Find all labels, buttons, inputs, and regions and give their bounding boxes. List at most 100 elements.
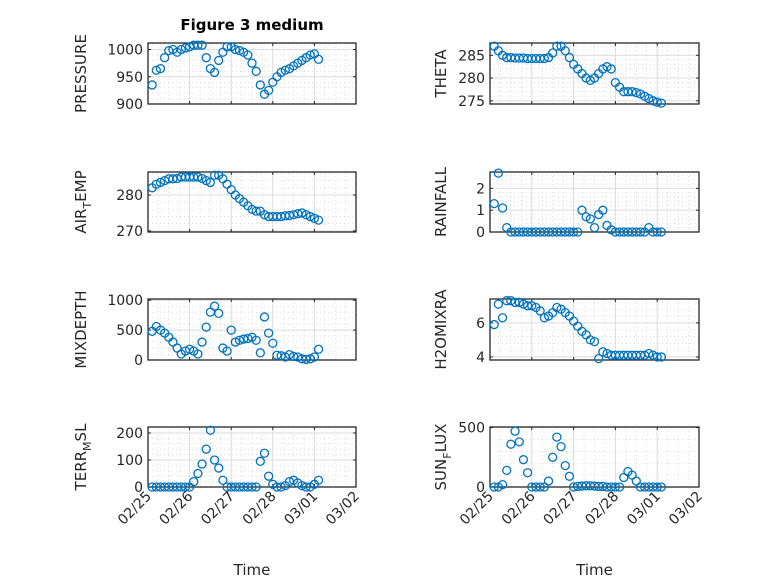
data-point [497, 479, 508, 490]
data-point [276, 482, 286, 492]
data-point [656, 352, 667, 362]
data-point [539, 53, 549, 64]
data-point [222, 42, 232, 52]
data-point [197, 40, 207, 50]
data-point [193, 349, 203, 359]
data-point [180, 482, 191, 492]
y-axis-label: RAINFALL [432, 166, 450, 237]
data-point [197, 337, 207, 347]
subplot-pressure: 900 950 1000 PRESSURE [72, 34, 357, 113]
data-point [234, 335, 245, 345]
data-point [301, 210, 311, 220]
data-point [489, 482, 499, 492]
axes-box [147, 171, 357, 233]
data-point [255, 80, 265, 90]
data-point [151, 65, 161, 75]
data-point [560, 460, 570, 471]
y-tick-label: 270 [116, 224, 143, 240]
data-point [497, 203, 508, 213]
data-point [543, 476, 554, 486]
data-point [656, 227, 667, 237]
y-axis-label: MIXDEPTH [72, 290, 90, 368]
y-tick-label: 280 [116, 188, 143, 204]
y-tick-label: 275 [458, 94, 485, 110]
data-point [247, 58, 257, 68]
data-point [635, 227, 646, 237]
data-point [602, 348, 612, 359]
subplot-theta: 275 280 285 THETA [432, 41, 700, 110]
y-tick-label: 0 [476, 480, 485, 496]
y-label-part: TERR [72, 451, 90, 492]
data-point [548, 48, 558, 58]
y-label-subscript: M [81, 441, 94, 451]
y-axis-label: TERRMSL [72, 423, 94, 492]
data-point [230, 44, 241, 55]
data-point [556, 441, 566, 452]
y-label-part: SL [72, 423, 90, 442]
data-point [518, 455, 529, 465]
y-tick-label: 0 [476, 225, 485, 241]
data-point [522, 468, 533, 478]
y-tick-label: 1 [476, 203, 485, 219]
data-point [652, 227, 662, 237]
data-point [259, 210, 270, 220]
y-tick-label: 200 [116, 426, 143, 442]
subplot-h2omixra: 4 6 H2OMIXRA [432, 289, 700, 370]
data-point [502, 465, 512, 476]
data-point [301, 482, 311, 492]
data-point [594, 353, 604, 364]
data-point [652, 482, 662, 492]
y-tick-label: 500 [458, 421, 485, 437]
data-point [284, 210, 295, 221]
y-label-subscript: T [81, 202, 94, 210]
y-tick-label: 285 [458, 48, 485, 64]
data-point [301, 354, 311, 365]
data-point [552, 41, 562, 51]
data-point [288, 210, 299, 220]
data-point [259, 312, 270, 322]
y-tick-label: 950 [116, 70, 143, 86]
data-point [234, 45, 245, 56]
data-point [552, 432, 562, 442]
data-point [305, 50, 315, 60]
data-point [506, 439, 516, 449]
data-point [193, 40, 203, 50]
data-point [568, 227, 579, 237]
data-point [218, 475, 228, 485]
chart-title: Figure 3 medium [180, 16, 323, 34]
data-point [585, 335, 595, 345]
data-point [656, 482, 667, 492]
y-tick-label: 0 [134, 480, 143, 496]
data-point [201, 53, 211, 63]
y-label-subscript: F [441, 452, 454, 458]
data-point [251, 335, 261, 345]
data-point [280, 65, 290, 75]
y-axis-label: PRESSURE [72, 34, 90, 113]
y-tick-label: 2 [476, 181, 485, 197]
data-point [518, 299, 529, 309]
y-label-part: EMP [72, 170, 90, 201]
data-point [577, 205, 587, 215]
data-point [205, 177, 216, 188]
data-point [502, 296, 512, 306]
data-point [313, 344, 324, 354]
data-point [560, 46, 570, 56]
data-point [263, 85, 274, 96]
data-point [552, 302, 562, 313]
data-point [284, 349, 295, 360]
x-axis-label: Time [233, 561, 271, 579]
y-axis-label: H2OMIXRA [432, 289, 450, 370]
data-point [230, 337, 241, 347]
data-point [159, 53, 170, 63]
data-point [497, 313, 508, 323]
y-tick-label: 0 [134, 353, 143, 369]
data-point [168, 174, 178, 184]
data-point [648, 96, 658, 106]
data-point [209, 170, 220, 180]
y-label-part: THETA [432, 49, 450, 99]
data-point [201, 175, 211, 186]
data-point [176, 44, 186, 55]
data-point [598, 347, 608, 357]
